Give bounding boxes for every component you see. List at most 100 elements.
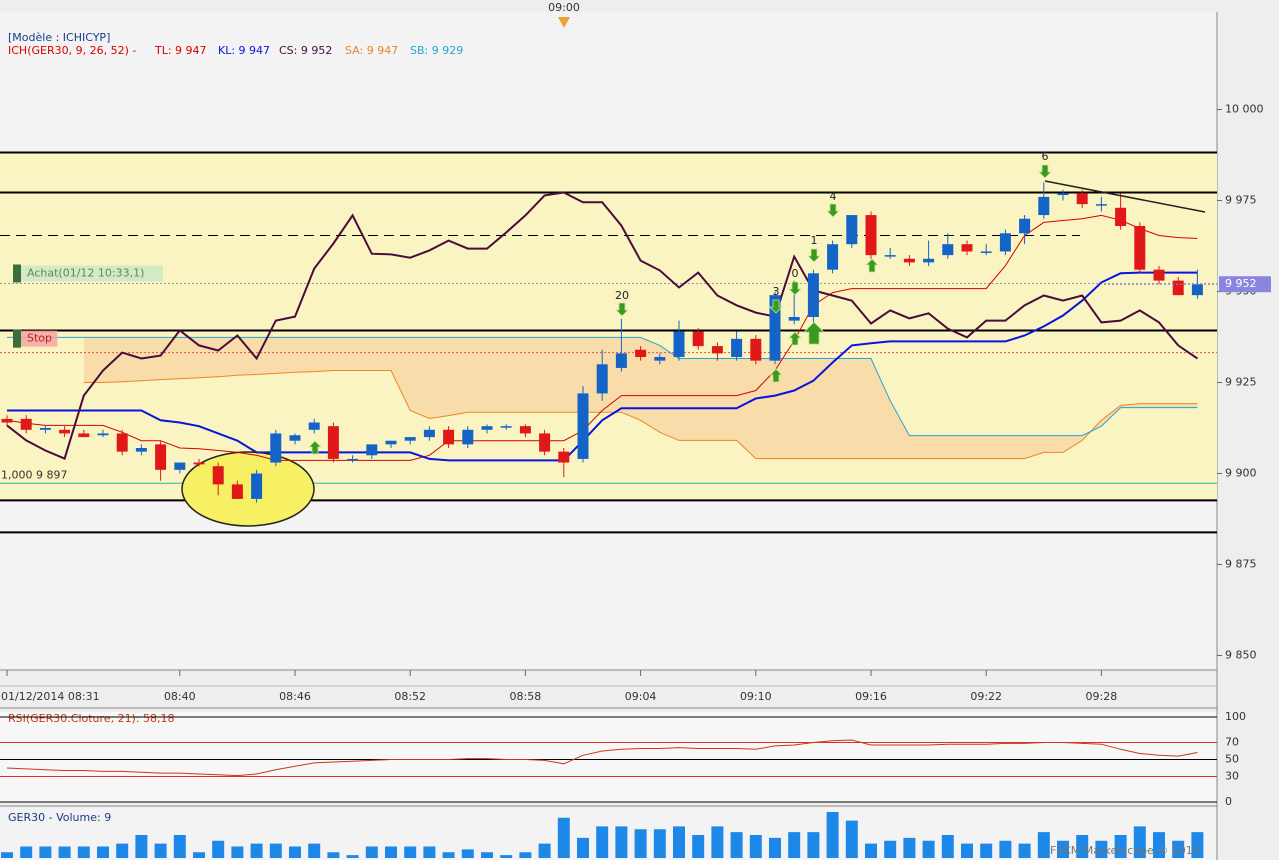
volume-bar	[135, 835, 148, 858]
candle-body	[481, 426, 493, 430]
indicator-line	[6, 191, 1198, 460]
candle-body	[135, 447, 147, 452]
candle-body	[731, 338, 743, 358]
volume-bar	[1153, 832, 1165, 858]
candle-body	[711, 346, 723, 354]
volume-bar	[692, 835, 705, 858]
volume-bar	[769, 837, 781, 858]
legend-entry: KL: 9 947	[218, 44, 270, 57]
x-tick-label: 09:16	[855, 690, 887, 703]
volume-bar	[596, 826, 609, 858]
candle-body	[807, 273, 819, 317]
volume-bar	[97, 846, 109, 858]
candle-body	[769, 295, 781, 361]
indicator-line	[7, 336, 1198, 437]
candle-body	[20, 418, 32, 430]
candle-body	[1019, 218, 1031, 234]
buy-arrow	[865, 258, 879, 273]
volume-bar	[1037, 832, 1050, 858]
volume-bar	[1191, 832, 1204, 858]
candle-body	[1, 418, 13, 423]
volume-bar	[1057, 840, 1069, 858]
candle-body	[423, 429, 435, 438]
volume-bar	[481, 852, 493, 858]
legend-entry: CS: 9 952	[279, 44, 332, 57]
volume-bar	[289, 846, 301, 858]
candle-body	[615, 353, 627, 368]
volume-bar	[673, 826, 685, 858]
last-price-box	[1219, 276, 1271, 293]
volume-bar	[442, 852, 455, 858]
candle-body	[327, 426, 339, 459]
volume-bar	[365, 846, 378, 858]
sell-arrow	[788, 281, 802, 296]
volume-bar	[1095, 840, 1108, 858]
candle-body	[558, 451, 570, 463]
candle-body	[1095, 204, 1107, 206]
volume-bar	[461, 849, 474, 858]
indicator-line	[83, 370, 1198, 460]
y-tick-label: 10 000	[1225, 103, 1264, 116]
rsi-title: RSI(GER30.Cloture, 21): 58,18	[8, 712, 175, 725]
volume-bar	[404, 846, 417, 858]
volume-bar	[1133, 826, 1146, 858]
volume-bar	[961, 843, 973, 858]
sell-arrow	[1038, 164, 1052, 179]
x-tick-label: 09:22	[970, 690, 1002, 703]
legend-entry: SA: 9 947	[345, 44, 398, 57]
volume-bar	[154, 843, 167, 858]
volume-bar	[999, 840, 1012, 858]
candle-body	[500, 426, 512, 428]
y-tick-label: 9 900	[1225, 466, 1257, 479]
candle-body	[999, 233, 1011, 252]
candle-body	[462, 429, 474, 445]
rsi-plot	[0, 712, 1217, 802]
volume-bar	[577, 837, 589, 858]
candle-body	[404, 437, 416, 441]
time-marker-label: 09:00	[548, 1, 580, 14]
x-tick-label: 08:52	[394, 690, 426, 703]
volume-bar	[212, 840, 225, 858]
legend-entry: SB: 9 929	[410, 44, 463, 57]
rsi-line	[6, 739, 1198, 777]
volume-bar	[865, 843, 877, 858]
candle-body	[750, 338, 762, 361]
volume-bar	[39, 846, 52, 858]
volume-bar	[1, 852, 13, 858]
sell-arrow	[769, 299, 783, 314]
candle-body	[270, 433, 282, 463]
volume-plot	[0, 808, 1217, 860]
volume-title: GER30 - Volume: 9	[8, 811, 111, 824]
candle-body	[961, 244, 973, 252]
volume-bar	[788, 832, 801, 858]
candle-body	[596, 364, 608, 394]
candle-body	[174, 462, 186, 470]
level-label-marker	[13, 329, 21, 348]
candle-body	[212, 466, 224, 485]
volume-bar	[20, 846, 33, 858]
candle-body	[1076, 193, 1088, 205]
candle-body	[97, 433, 109, 436]
x-tick-label: 09:28	[1086, 690, 1118, 703]
candle-body	[827, 244, 839, 270]
signal-label: 6	[1042, 150, 1049, 163]
candle-body	[692, 331, 704, 347]
candle-body	[673, 331, 685, 358]
candle-body	[59, 429, 71, 434]
signal-label: 3	[773, 285, 780, 298]
volume-bar	[826, 812, 839, 858]
volume-bar	[1018, 843, 1031, 858]
volume-bar	[557, 817, 570, 858]
volume-bar	[845, 820, 858, 858]
buy-arrow	[788, 331, 802, 346]
y-tick-label: 9 925	[1225, 375, 1257, 388]
candle-body	[308, 422, 320, 430]
volume-bar	[1076, 835, 1089, 858]
candle-body	[366, 444, 378, 456]
y-tick-label: 50	[1225, 753, 1239, 766]
volume-bar	[807, 832, 820, 858]
volume-bar	[423, 846, 436, 858]
candle-body	[1057, 193, 1069, 196]
volume-bar	[58, 846, 71, 858]
